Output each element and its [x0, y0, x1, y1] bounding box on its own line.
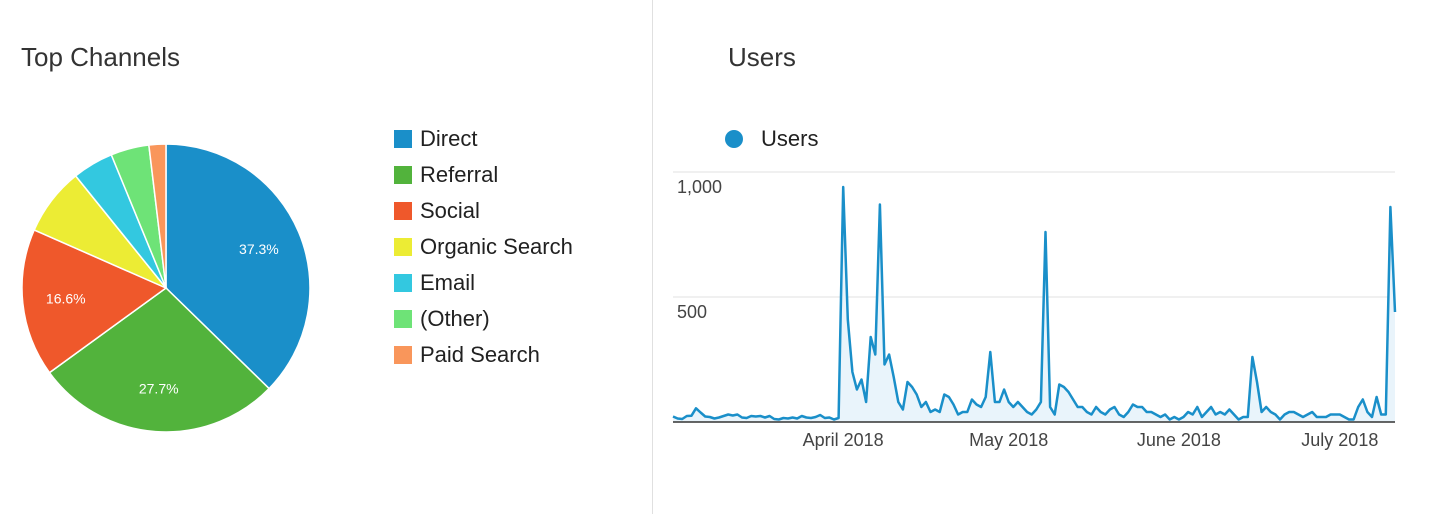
legend-label-3: Organic Search: [420, 234, 573, 259]
top-channels-pie-chart: 37.3% 27.7% 16.6%: [21, 143, 311, 433]
legend-label-0: Direct: [420, 126, 478, 151]
legend-item-3[interactable]: Organic Search: [394, 229, 573, 265]
legend-label-6: Paid Search: [420, 342, 540, 367]
legend-item-2[interactable]: Social: [394, 193, 573, 229]
legend-item-4[interactable]: Email: [394, 265, 573, 301]
legend-label-2: Social: [420, 198, 480, 223]
pie-slice-6[interactable]: [148, 143, 167, 289]
users-legend-label: Users: [761, 126, 819, 151]
top-channels-title: Top Channels: [21, 42, 180, 72]
legend-swatch-3: [394, 238, 412, 256]
panel-divider: [652, 0, 653, 514]
x-tick-label-3: July 2018: [1301, 430, 1378, 450]
users-line: [672, 185, 1397, 421]
legend-item-0[interactable]: Direct: [394, 121, 573, 157]
users-panel: Users Users 1,000 500 April 2018 May 2018 Ju…: [653, 0, 1430, 514]
legend-swatch-4: [394, 274, 412, 292]
legend-swatch-5: [394, 310, 412, 328]
y-tick-label-0: 1,000: [677, 177, 722, 197]
pie-slice-label-2: 16.6%: [46, 291, 86, 307]
users-line-chart: 1,000 500 April 2018 May 2018 June 2018 July …: [672, 171, 1397, 450]
top-channels-legend: Direct Referral Social Organic Search Email (…: [394, 121, 573, 373]
top-channels-panel: Top Channels 37.3% 27.7% 16.6% Direct Refer…: [0, 0, 652, 514]
x-tick-label-1: May 2018: [969, 430, 1048, 450]
legend-item-6[interactable]: Paid Search: [394, 337, 573, 373]
users-legend-dot: [725, 130, 743, 148]
legend-label-4: Email: [420, 270, 476, 295]
legend-swatch-1: [394, 166, 412, 184]
y-tick-label-1: 500: [677, 302, 707, 322]
users-area: [673, 187, 1395, 422]
legend-label-1: Referral: [420, 162, 499, 187]
pie-slice-label-1: 27.7%: [139, 381, 179, 397]
pie-slice-0[interactable]: [165, 143, 311, 390]
x-tick-label-2: June 2018: [1137, 430, 1221, 450]
legend-label-5: (Other): [420, 306, 490, 331]
pie-slice-label-0: 37.3%: [239, 241, 279, 257]
pie-slice-2[interactable]: [21, 228, 168, 374]
legend-swatch-2: [394, 202, 412, 220]
legend-swatch-0: [394, 130, 412, 148]
legend-item-5[interactable]: (Other): [394, 301, 573, 337]
users-series-legend[interactable]: Users: [725, 126, 818, 152]
users-title: Users: [728, 42, 796, 72]
legend-item-1[interactable]: Referral: [394, 157, 573, 193]
x-tick-label-0: April 2018: [803, 430, 884, 450]
legend-swatch-6: [394, 346, 412, 364]
pie-slice-1[interactable]: [48, 287, 271, 433]
